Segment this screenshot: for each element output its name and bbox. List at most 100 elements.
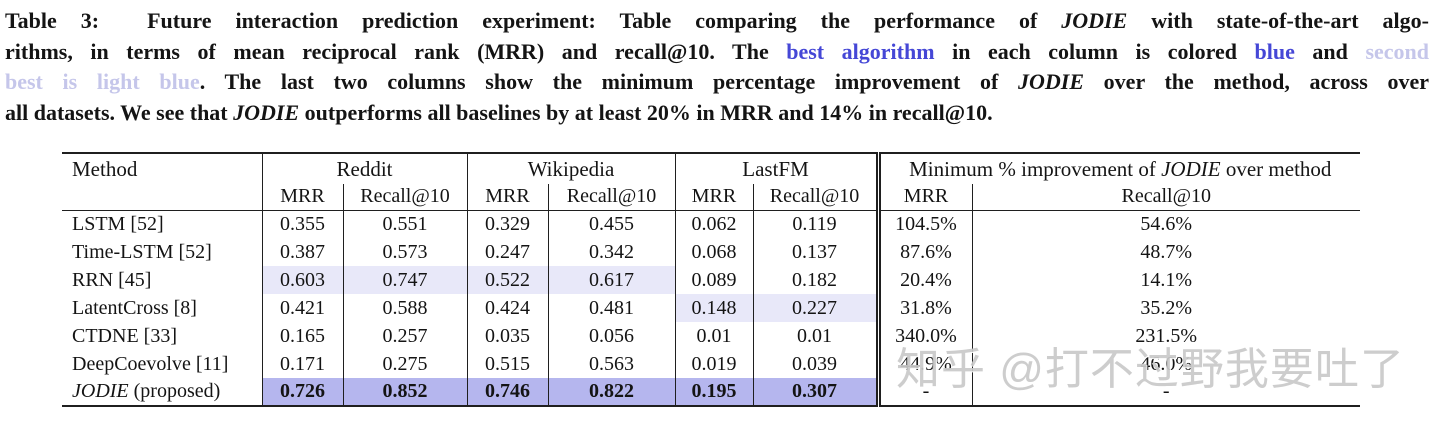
- text-segment: . The last two columns show the minimum …: [199, 69, 1018, 94]
- text-segment: Time-LSTM [52]: [72, 240, 212, 263]
- text-segment: all datasets. We see that: [5, 99, 234, 125]
- value-cell: 0.227: [752, 294, 879, 322]
- table-row: LatentCross [8] 0.421 0.588 0.424 0.481 0.148…: [62, 294, 1361, 322]
- method-cell: DeepCoevolve [11]: [62, 350, 263, 378]
- group-header-improvement: Minimum % improvement of JODIE over meth…: [875, 153, 1361, 184]
- text-segment: Table 3: Future interaction prediction e…: [5, 8, 1062, 33]
- subheader-recall-10-7: Recall@10: [971, 184, 1361, 211]
- results-table: Method Reddit Wikipedia LastFM Minimum % imp…: [62, 152, 1361, 407]
- subheader-mrr-4: MRR: [674, 184, 753, 211]
- text-segment: rithms, in terms of mean reciprocal rank…: [5, 38, 787, 64]
- group-header-lastfm: LastFM: [674, 153, 879, 184]
- value-cell: 0.342: [547, 238, 675, 266]
- table-row: LSTM [52] 0.355 0.551 0.329 0.455 0.062 0.119 1…: [62, 210, 1361, 238]
- subheader-mrr-0: MRR: [262, 184, 343, 211]
- value-cell: 0.747: [342, 266, 467, 294]
- text-segment: JODIE: [72, 380, 129, 402]
- value-cell: 0.275: [342, 350, 467, 378]
- value-cell: 0.387: [280, 240, 325, 263]
- subheader-mrr-6: MRR: [875, 184, 973, 211]
- value-cell: 0.182: [752, 266, 879, 294]
- value-cell: 0.424: [466, 294, 548, 322]
- value-cell: 0.522: [466, 266, 548, 294]
- text-segment: DeepCoevolve [11]: [72, 352, 229, 375]
- text-segment: LatentCross [8]: [72, 296, 197, 319]
- table-body: LSTM [52] 0.355 0.551 0.329 0.455 0.062 0.119 1…: [62, 210, 1361, 406]
- method-cell: Time-LSTM [52]: [62, 238, 263, 266]
- subheader-mrr-2: MRR: [466, 184, 548, 211]
- method-cell: CTDNE [33]: [62, 322, 263, 350]
- value-cell: 340.0%: [875, 322, 973, 350]
- table-header: Method Reddit Wikipedia LastFM Minimum % imp…: [62, 153, 1361, 211]
- method-cell: JODIE (proposed): [62, 378, 263, 406]
- table-row: DeepCoevolve [11] 0.171 0.275 0.515 0.563 0.0…: [62, 350, 1361, 378]
- text-segment: LSTM [52]: [72, 212, 164, 235]
- text-segment: JODIE: [1061, 8, 1128, 33]
- value-cell: 0.247: [466, 238, 548, 266]
- value-cell: 46.0%: [971, 350, 1361, 378]
- value-cell: 48.7%: [971, 238, 1361, 266]
- value-cell: 0.726: [262, 378, 343, 406]
- value-cell: 0.171: [280, 352, 325, 375]
- value-cell: 0.852: [342, 378, 467, 406]
- value-cell: 0.455: [547, 210, 675, 238]
- text-segment: over method: [1220, 156, 1332, 181]
- value-cell: 0.056: [547, 322, 675, 350]
- table-row: CTDNE [33] 0.165 0.257 0.035 0.056 0.01 0.01 34…: [62, 322, 1361, 350]
- text-segment: RRN [45]: [72, 268, 152, 291]
- value-cell: 0.148: [674, 294, 753, 322]
- subheader-recall-10-5: Recall@10: [752, 184, 879, 211]
- method-cell: LSTM [52]: [62, 210, 263, 238]
- value-cell: 0.119: [752, 210, 879, 238]
- value-cell: 0.195: [674, 378, 753, 406]
- text-segment: best algorithm: [786, 38, 935, 64]
- value-cell: 0.019: [674, 350, 753, 378]
- value-cell: 0.068: [674, 238, 753, 266]
- table-row: Time-LSTM [52] 0.387 0.573 0.247 0.342 0.068 0…: [62, 238, 1361, 266]
- text-segment: in each column is colored: [934, 38, 1255, 64]
- value-cell: 0.746: [466, 378, 548, 406]
- value-cell: 0.137: [752, 238, 879, 266]
- text-segment: outperforms all baselines by at least 20…: [299, 99, 993, 125]
- value-cell: 0.588: [342, 294, 467, 322]
- value-cell: 0.329: [466, 210, 548, 238]
- value-cell: 0.822: [547, 378, 675, 406]
- text-segment: LastFM: [742, 156, 809, 181]
- col-header-method: Method: [62, 153, 263, 211]
- group-header-wikipedia: Wikipedia: [466, 153, 675, 184]
- value-cell: 0.257: [342, 322, 467, 350]
- subheader-recall-10-1: Recall@10: [342, 184, 467, 211]
- value-cell: 0.01: [752, 322, 879, 350]
- value-cell: 54.6%: [971, 210, 1361, 238]
- value-cell: 0.035: [466, 322, 548, 350]
- subheader-recall-10-3: Recall@10: [547, 184, 675, 211]
- value-cell: 14.1%: [971, 266, 1361, 294]
- value-cell: 0.603: [262, 266, 343, 294]
- value-cell: 44.9%: [875, 350, 973, 378]
- value-cell: 0.563: [547, 350, 675, 378]
- value-cell: 231.5%: [971, 322, 1361, 350]
- group-header-reddit: Reddit: [262, 153, 467, 184]
- text-segment: Minimum % improvement of: [909, 156, 1162, 181]
- value-cell: -: [971, 378, 1361, 406]
- text-segment: and: [1294, 38, 1366, 64]
- value-cell: 0.481: [547, 294, 675, 322]
- text-segment: Wikipedia: [527, 156, 615, 181]
- value-cell: 0.039: [752, 350, 879, 378]
- text-segment: over the method, across over: [1084, 69, 1429, 94]
- value-cell: -: [875, 378, 973, 406]
- value-cell: 0.551: [342, 210, 467, 238]
- text-segment: JODIE: [1161, 156, 1221, 181]
- table-caption: Table 3: Future interaction prediction e…: [5, 6, 1429, 128]
- text-segment: best is light blue: [5, 69, 200, 94]
- caption-line: rithms, in terms of mean reciprocal rank…: [5, 37, 1429, 68]
- caption-line: best is light blue. The last two columns…: [5, 67, 1429, 98]
- caption-line: all datasets. We see that JODIE outperfo…: [5, 98, 1429, 129]
- text-segment: second: [1365, 38, 1429, 64]
- value-cell: 0.062: [674, 210, 753, 238]
- value-cell: 104.5%: [875, 210, 973, 238]
- value-cell: 0.421: [280, 296, 325, 319]
- value-cell: 0.01: [674, 322, 753, 350]
- text-segment: JODIE: [233, 99, 300, 125]
